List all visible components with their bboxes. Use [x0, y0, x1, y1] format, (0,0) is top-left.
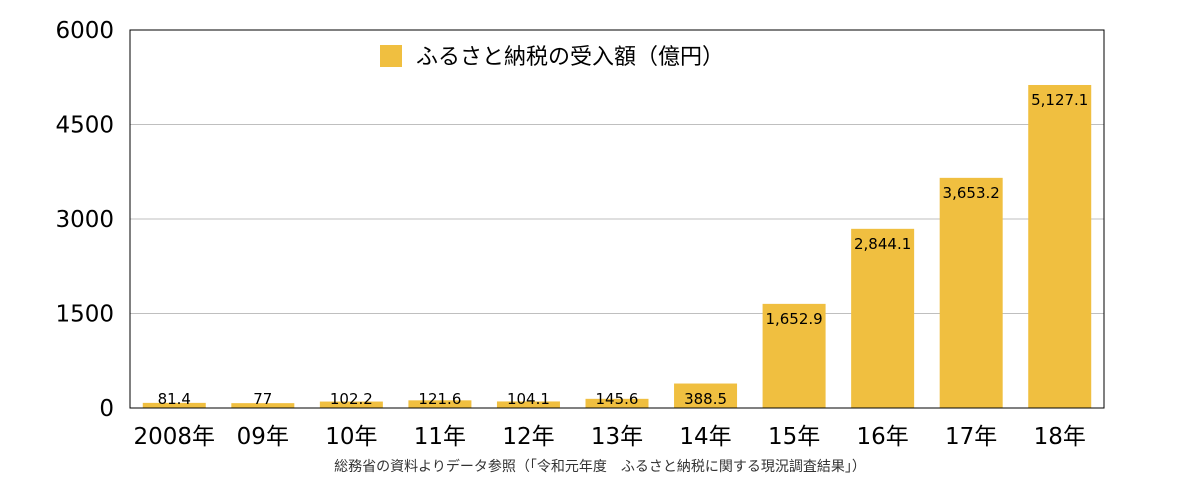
bar-value-label: 104.1 [507, 390, 550, 408]
x-tick-label: 10年 [325, 424, 377, 450]
bar-value-label: 121.6 [418, 390, 461, 408]
bar [674, 383, 738, 408]
bar-value-label: 77 [253, 390, 272, 408]
x-tick-label: 11年 [414, 424, 466, 450]
y-axis-ticks: 0 1500 3000 4500 6000 [55, 18, 114, 422]
y-tick-label: 0 [99, 396, 114, 422]
x-tick-label: 09年 [237, 424, 289, 450]
x-tick-label: 2008年 [133, 424, 215, 450]
legend-swatch [380, 45, 402, 67]
source-note: 総務省の資料よりデータ参照（「令和元年度 ふるさと納税に関する現況調査結果」） [334, 459, 866, 475]
x-tick-label: 16年 [856, 424, 908, 450]
x-tick-label: 15年 [768, 424, 820, 450]
y-tick-label: 1500 [55, 302, 114, 328]
bar [585, 398, 649, 408]
x-tick-label: 12年 [502, 424, 554, 450]
bar-value-label: 1,652.9 [765, 310, 822, 328]
legend-label: ふるさと納税の受入額（億円） [416, 45, 724, 70]
bar-value-label: 3,653.2 [943, 184, 1000, 202]
bar [851, 228, 915, 408]
bar [1028, 84, 1092, 408]
bar-value-label: 145.6 [596, 390, 639, 408]
bar-value-label: 81.4 [158, 390, 191, 408]
bar [319, 401, 383, 408]
y-tick-label: 6000 [55, 18, 114, 44]
x-tick-label: 14年 [679, 424, 731, 450]
bar-value-label: 388.5 [684, 390, 727, 408]
bar-value-label: 2,844.1 [854, 235, 911, 253]
x-tick-label: 13年 [591, 424, 643, 450]
plot-frame [129, 29, 1105, 409]
bar-value-label: 5,127.1 [1031, 91, 1088, 109]
y-tick-label: 3000 [55, 207, 114, 233]
bar [762, 303, 826, 408]
bars [142, 84, 1092, 408]
x-tick-label: 17年 [945, 424, 997, 450]
x-tick-label: 18年 [1034, 424, 1086, 450]
y-tick-label: 4500 [55, 113, 114, 139]
legend: ふるさと納税の受入額（億円） [380, 45, 724, 70]
bar [142, 402, 206, 408]
bar-value-label: 102.2 [330, 390, 373, 408]
x-axis-ticks: 2008年 09年 10年 11年 12年 13年 14年 15年 16年 17年 18年 [133, 424, 1085, 450]
bar [408, 400, 472, 408]
bar [939, 177, 1003, 408]
bar [231, 403, 295, 408]
bar-labels: 81.4 77 102.2 121.6 104.1 145.6 388.5 1,652.9 2,… [158, 91, 1089, 408]
bar [496, 401, 560, 408]
